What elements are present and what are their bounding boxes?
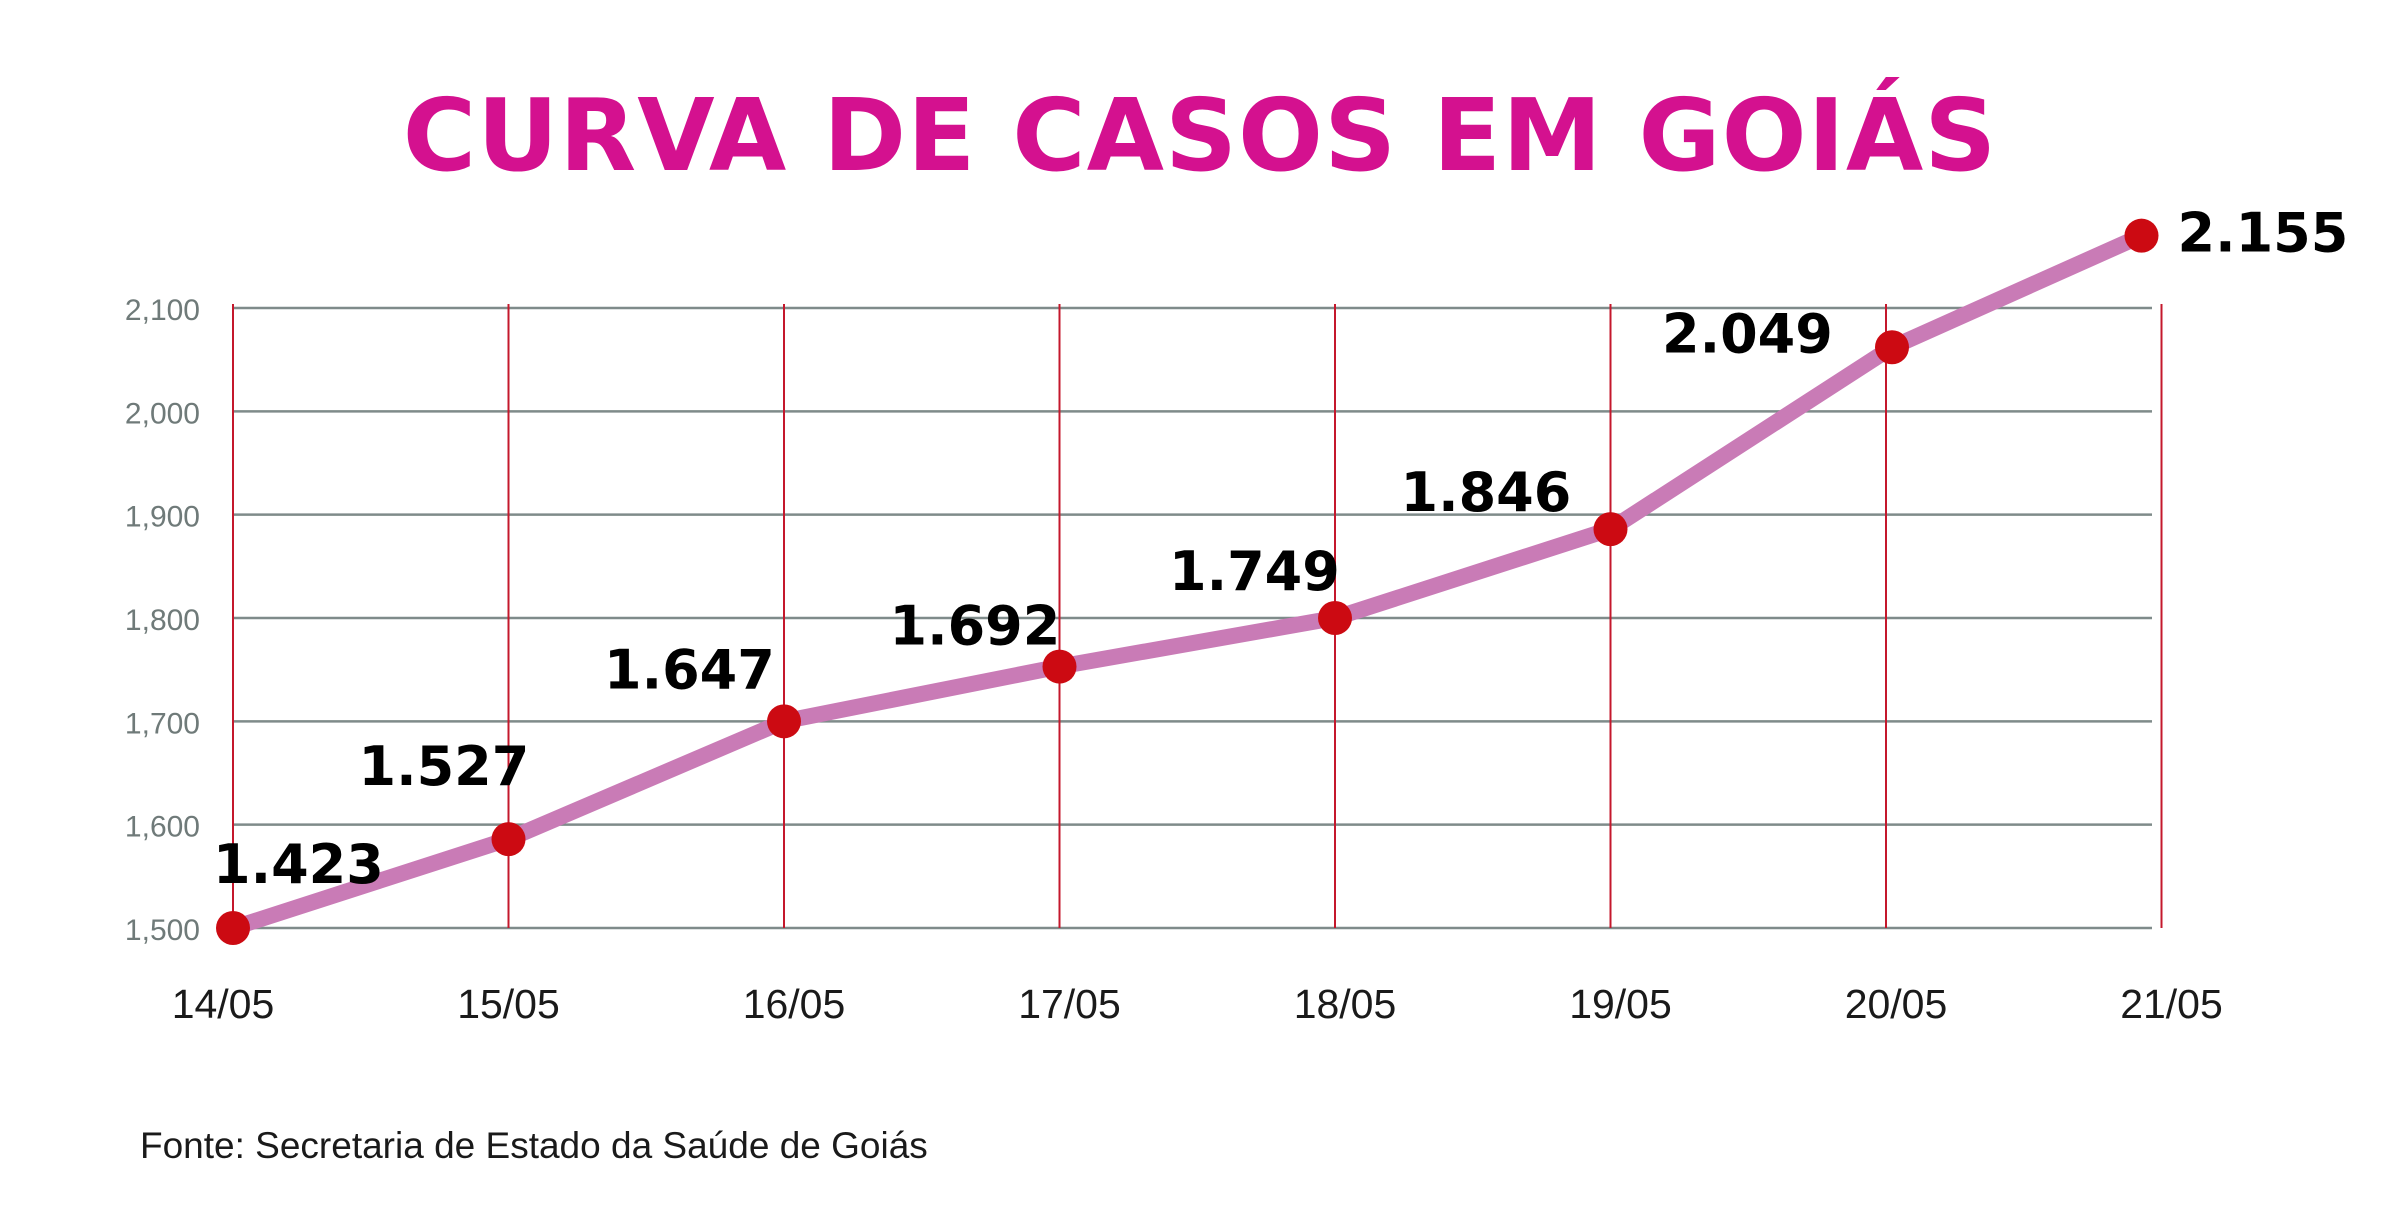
x-axis-tick-labels: 14/05 15/05 16/05 17/05 18/05 19/05 20/05 21/05	[172, 981, 2223, 1027]
x-tick-label: 19/05	[1569, 981, 1672, 1027]
data-point-marker	[767, 704, 801, 739]
chart-title: CURVA DE CASOS EM GOIÁS	[403, 77, 1998, 194]
x-tick-label: 20/05	[1845, 981, 1948, 1027]
x-tick-label: 18/05	[1294, 981, 1397, 1027]
y-tick-label: 1,800	[125, 604, 200, 637]
x-tick-label: 16/05	[743, 981, 846, 1027]
vertical-grid	[232, 304, 2163, 928]
data-label: 1.423	[213, 833, 384, 896]
data-point-marker	[216, 911, 250, 945]
data-point-marker	[1042, 649, 1077, 684]
source-note: Fonte: Secretaria de Estado da Saúde de …	[140, 1125, 928, 1166]
y-tick-label: 1,500	[125, 914, 200, 947]
series-line	[225, 227, 2150, 936]
y-tick-label: 1,700	[125, 707, 200, 740]
data-label: 1.647	[604, 638, 775, 701]
data-labels: 1.423 1.527 1.647 1.692 1.749 1.846 2.049 2.155	[213, 202, 2348, 896]
data-point-marker	[2124, 218, 2159, 253]
y-tick-label: 2,000	[125, 397, 200, 430]
data-label: 2.155	[2178, 202, 2349, 265]
series-line-group	[225, 227, 2150, 936]
data-label: 2.049	[1662, 302, 1833, 365]
data-point-marker	[1318, 601, 1352, 635]
y-tick-label: 1,900	[125, 501, 200, 534]
x-tick-label: 17/05	[1018, 981, 1121, 1027]
data-label: 1.692	[890, 595, 1061, 658]
x-tick-label: 14/05	[172, 981, 275, 1027]
y-axis-tick-labels: 1,500 1,600 1,700 1,800 1,900 2,000 2,100	[125, 294, 200, 947]
y-tick-label: 2,100	[125, 294, 200, 327]
data-point-marker	[1593, 512, 1628, 547]
data-label: 1.527	[359, 735, 530, 798]
data-label: 1.846	[1401, 461, 1572, 524]
data-point-marker	[491, 822, 526, 857]
data-label: 1.749	[1169, 540, 1340, 603]
y-tick-label: 1,600	[125, 811, 200, 844]
x-tick-label: 21/05	[2120, 981, 2223, 1027]
data-point-markers	[216, 218, 2159, 945]
data-point-marker	[1875, 330, 1909, 365]
x-tick-label: 15/05	[457, 981, 560, 1027]
